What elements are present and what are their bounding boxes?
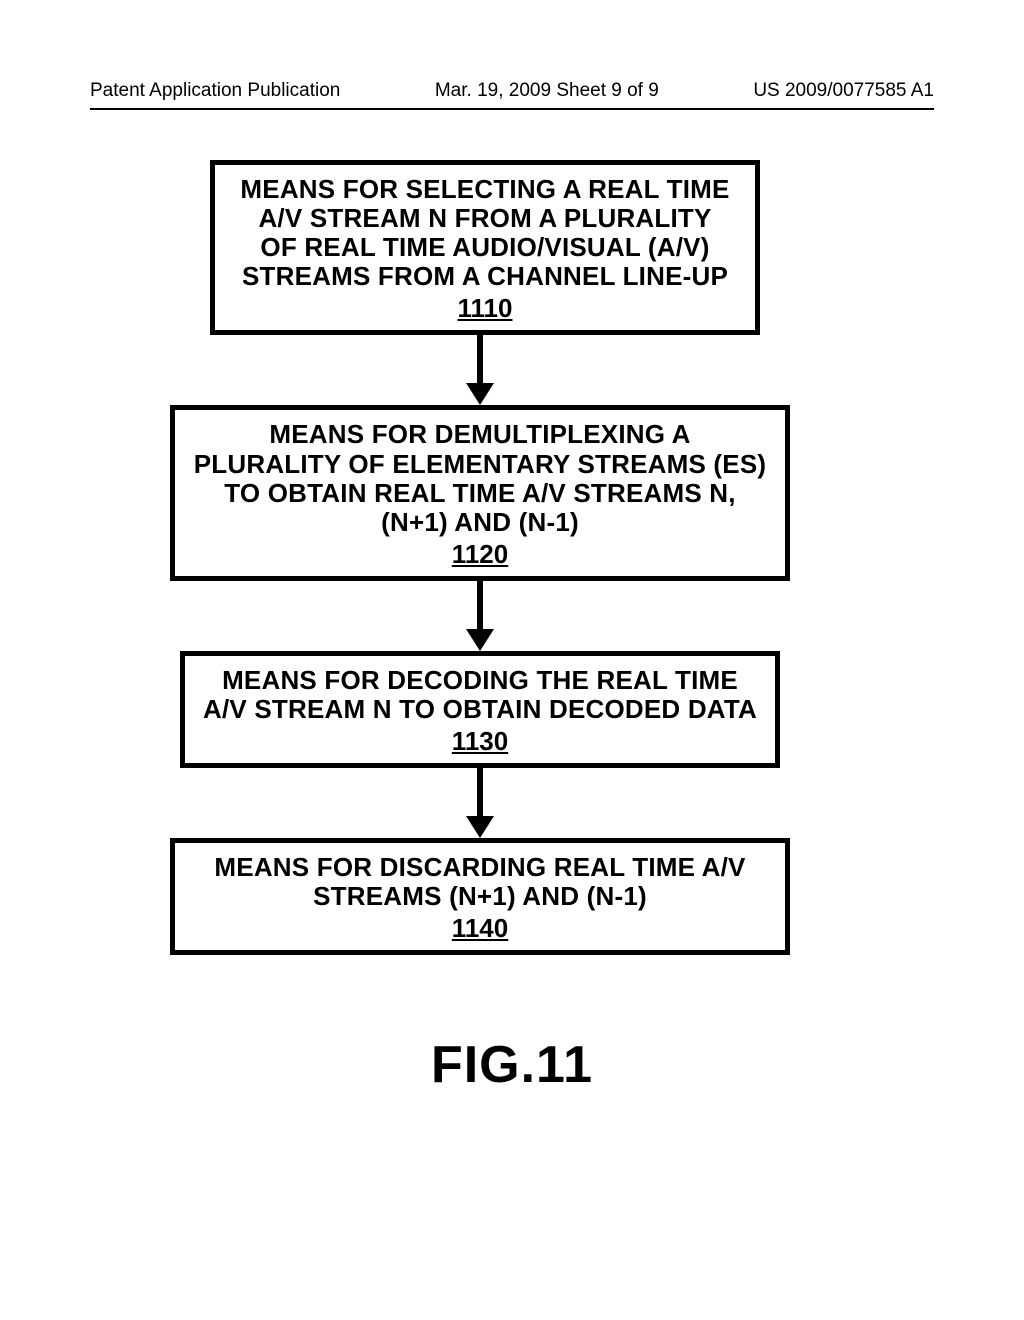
flow-box-4-ref: 1140 bbox=[181, 913, 779, 944]
arrow-line-icon bbox=[477, 581, 483, 631]
flow-box-3-text: MEANS FOR DECODING THE REAL TIME A/V STR… bbox=[191, 666, 769, 724]
header-rule bbox=[90, 108, 934, 110]
arrow-head-icon bbox=[466, 383, 494, 405]
arrow-head-icon bbox=[466, 629, 494, 651]
flow-box-1-text: MEANS FOR SELECTING A REAL TIME A/V STRE… bbox=[229, 175, 741, 291]
flow-box-1-ref: 1110 bbox=[229, 293, 741, 324]
flow-box-4: MEANS FOR DISCARDING REAL TIME A/V STREA… bbox=[170, 838, 790, 955]
flow-box-1: MEANS FOR SELECTING A REAL TIME A/V STRE… bbox=[210, 160, 760, 335]
arrow-line-icon bbox=[477, 335, 483, 385]
flow-box-2-text: MEANS FOR DEMULTIPLEXING A PLURALITY OF … bbox=[179, 420, 781, 536]
flow-box-2: MEANS FOR DEMULTIPLEXING A PLURALITY OF … bbox=[170, 405, 790, 580]
page-header: Patent Application Publication Mar. 19, … bbox=[0, 80, 1024, 102]
arrow-line-icon bbox=[477, 768, 483, 818]
header-left: Patent Application Publication bbox=[90, 80, 340, 102]
arrow-3 bbox=[170, 768, 790, 838]
flow-box-3: MEANS FOR DECODING THE REAL TIME A/V STR… bbox=[180, 651, 780, 768]
flow-box-3-ref: 1130 bbox=[191, 726, 769, 757]
header-right: US 2009/0077585 A1 bbox=[753, 80, 934, 102]
arrow-2 bbox=[170, 581, 790, 651]
flowchart: MEANS FOR SELECTING A REAL TIME A/V STRE… bbox=[170, 160, 790, 955]
arrow-1 bbox=[170, 335, 790, 405]
flow-box-2-ref: 1120 bbox=[179, 539, 781, 570]
figure-label: FIG.11 bbox=[0, 1035, 1024, 1095]
flow-box-4-text: MEANS FOR DISCARDING REAL TIME A/V STREA… bbox=[181, 853, 779, 911]
arrow-head-icon bbox=[466, 816, 494, 838]
header-center: Mar. 19, 2009 Sheet 9 of 9 bbox=[435, 80, 659, 102]
